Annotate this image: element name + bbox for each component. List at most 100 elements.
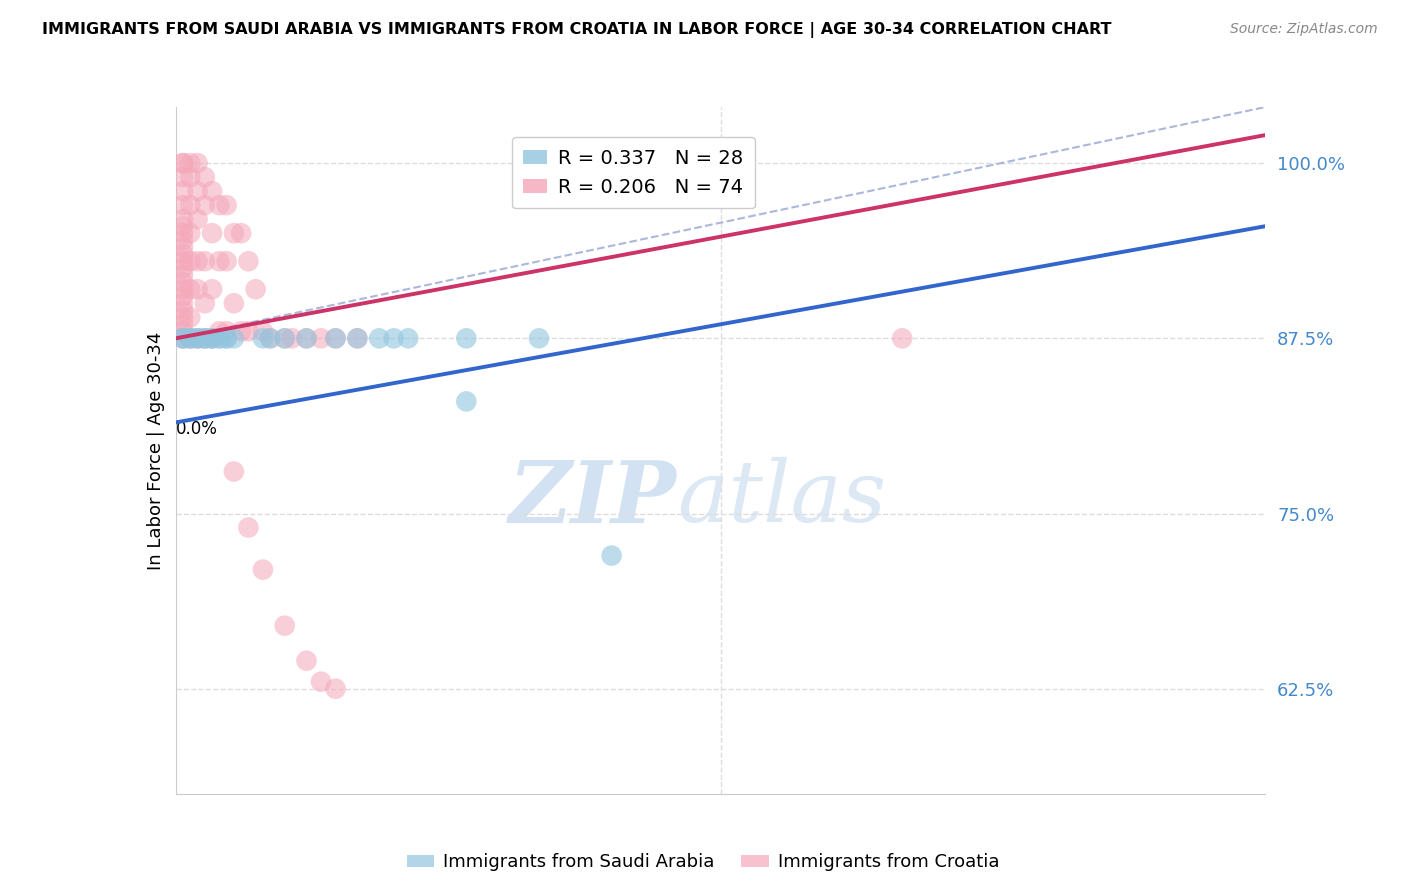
Point: [172, 184, 194, 198]
Point: [194, 296, 217, 310]
Point: [179, 156, 201, 170]
Point: [179, 331, 201, 345]
Point: [179, 170, 201, 185]
Point: [222, 296, 245, 310]
Point: [238, 324, 260, 338]
Point: [172, 261, 194, 276]
Point: [891, 331, 914, 345]
Point: [179, 331, 201, 345]
Point: [194, 331, 217, 345]
Point: [295, 654, 318, 668]
Point: [259, 331, 281, 345]
Point: [186, 184, 209, 198]
Point: [186, 212, 209, 227]
Text: ZIP: ZIP: [509, 457, 678, 541]
Point: [172, 310, 194, 325]
Point: [172, 156, 194, 170]
Point: [281, 331, 304, 345]
Point: [252, 563, 274, 577]
Point: [172, 331, 194, 345]
Point: [368, 331, 391, 345]
Point: [201, 282, 224, 296]
Point: [259, 331, 281, 345]
Point: [215, 198, 238, 212]
Point: [172, 282, 194, 296]
Point: [172, 170, 194, 185]
Point: [274, 618, 297, 632]
Point: [456, 331, 478, 345]
Point: [600, 549, 623, 563]
Point: [172, 275, 194, 289]
Point: [179, 254, 201, 268]
Point: [201, 331, 224, 345]
Point: [194, 331, 217, 345]
Point: [194, 254, 217, 268]
Point: [186, 156, 209, 170]
Point: [172, 198, 194, 212]
Point: [172, 296, 194, 310]
Point: [396, 331, 419, 345]
Point: [215, 331, 238, 345]
Legend: Immigrants from Saudi Arabia, Immigrants from Croatia: Immigrants from Saudi Arabia, Immigrants…: [399, 847, 1007, 879]
Point: [201, 226, 224, 240]
Point: [194, 331, 217, 345]
Point: [179, 226, 201, 240]
Point: [194, 170, 217, 185]
Point: [179, 198, 201, 212]
Point: [208, 331, 231, 345]
Point: [201, 331, 224, 345]
Point: [172, 318, 194, 332]
Point: [309, 331, 332, 345]
Y-axis label: In Labor Force | Age 30-34: In Labor Force | Age 30-34: [146, 331, 165, 570]
Point: [238, 520, 260, 534]
Point: [172, 331, 194, 345]
Point: [179, 331, 201, 345]
Point: [194, 198, 217, 212]
Legend: R = 0.337   N = 28, R = 0.206   N = 74: R = 0.337 N = 28, R = 0.206 N = 74: [512, 137, 755, 209]
Point: [456, 394, 478, 409]
Point: [172, 233, 194, 247]
Point: [295, 331, 318, 345]
Text: Source: ZipAtlas.com: Source: ZipAtlas.com: [1230, 22, 1378, 37]
Point: [238, 254, 260, 268]
Point: [179, 310, 201, 325]
Point: [245, 282, 267, 296]
Point: [222, 331, 245, 345]
Point: [274, 331, 297, 345]
Point: [179, 282, 201, 296]
Point: [215, 331, 238, 345]
Point: [346, 331, 368, 345]
Point: [208, 324, 231, 338]
Point: [309, 674, 332, 689]
Point: [252, 324, 274, 338]
Point: [208, 331, 231, 345]
Point: [172, 247, 194, 261]
Point: [215, 324, 238, 338]
Point: [201, 331, 224, 345]
Point: [172, 331, 194, 345]
Text: atlas: atlas: [678, 458, 886, 540]
Point: [172, 289, 194, 303]
Text: 0.0%: 0.0%: [176, 419, 218, 438]
Point: [186, 331, 209, 345]
Text: IMMIGRANTS FROM SAUDI ARABIA VS IMMIGRANTS FROM CROATIA IN LABOR FORCE | AGE 30-: IMMIGRANTS FROM SAUDI ARABIA VS IMMIGRAN…: [42, 22, 1112, 38]
Point: [215, 254, 238, 268]
Point: [274, 331, 297, 345]
Point: [186, 282, 209, 296]
Point: [325, 331, 347, 345]
Point: [172, 254, 194, 268]
Point: [208, 254, 231, 268]
Point: [222, 226, 245, 240]
Point: [201, 184, 224, 198]
Point: [295, 331, 318, 345]
Point: [222, 465, 245, 479]
Point: [382, 331, 405, 345]
Point: [172, 324, 194, 338]
Point: [186, 331, 209, 345]
Point: [231, 324, 253, 338]
Point: [252, 331, 274, 345]
Point: [172, 268, 194, 283]
Point: [325, 331, 347, 345]
Point: [172, 212, 194, 227]
Point: [172, 219, 194, 234]
